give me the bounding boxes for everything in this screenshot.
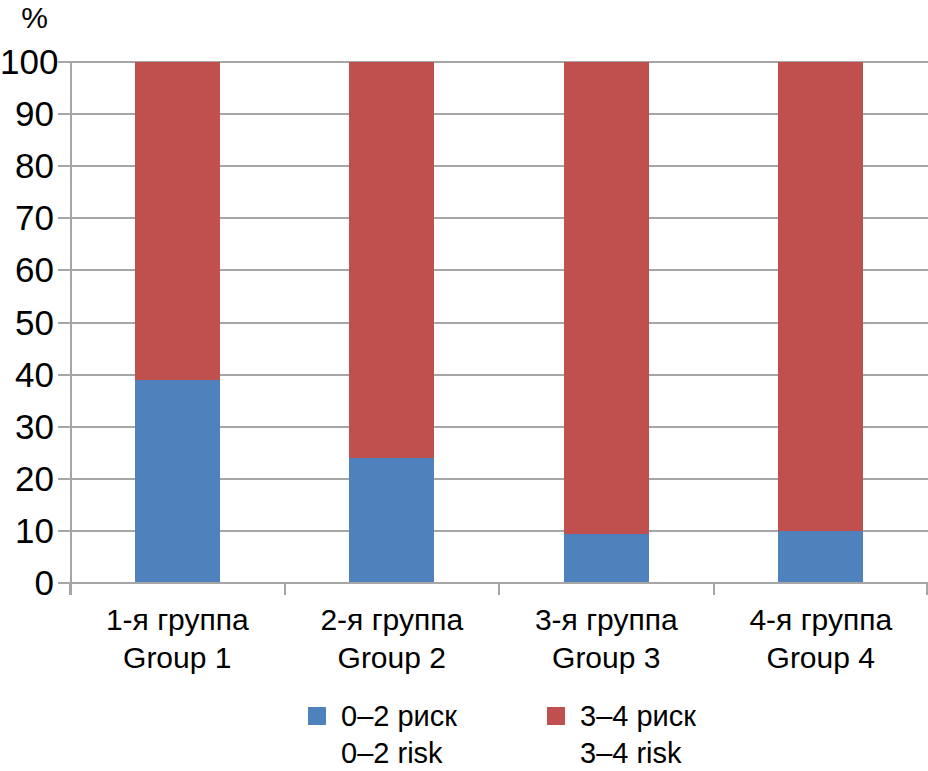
bar-group-1 [135, 62, 220, 583]
legend: 0–2 риск0–2 risk 3–4 риск3–4 risk [0, 698, 928, 771]
y-axis-tick-label: 80 [0, 148, 54, 184]
x-category-label-en: Group 1 [70, 639, 285, 677]
y-axis-tick-label: 10 [0, 513, 54, 549]
bar-group-3 [564, 62, 649, 583]
x-category-label-ru: 3-я группа [499, 601, 714, 639]
y-axis-tick-label: 30 [0, 409, 54, 445]
x-axis-tick-mark [284, 583, 286, 595]
x-category-label-en: Group 3 [499, 639, 714, 677]
bar-group-4 [778, 62, 863, 583]
legend-label-ru: 3–4 риск [580, 698, 696, 735]
y-axis-tick-label: 20 [0, 461, 54, 497]
legend-label: 3–4 риск3–4 risk [580, 698, 696, 771]
legend-swatch-icon [547, 707, 565, 725]
legend-item-3–4-risk: 3–4 риск3–4 risk [547, 698, 696, 771]
bar-segment-0–2-risk [778, 531, 863, 583]
x-category-label: 3-я группаGroup 3 [499, 601, 714, 677]
y-axis-tick-label: 70 [0, 200, 54, 236]
y-axis-tick-label: 60 [0, 252, 54, 288]
x-category-label: 4-я группаGroup 4 [714, 601, 928, 677]
legend-swatch-icon [308, 707, 326, 725]
x-axis-tick-mark [69, 583, 71, 595]
y-axis-tick-mark [58, 165, 70, 167]
bar-segment-0–2-risk [135, 380, 220, 583]
bar-segment-3–4-risk [564, 62, 649, 534]
stacked-bar-chart-figure: % 0102030405060708090100 1-я группаGroup… [0, 0, 928, 771]
x-category-label-ru: 1-я группа [70, 601, 285, 639]
y-axis-tick-mark [58, 478, 70, 480]
bar-segment-3–4-risk [778, 62, 863, 531]
x-axis-tick-mark [713, 583, 715, 595]
legend-label: 0–2 риск0–2 risk [341, 698, 457, 771]
y-axis-unit-label: % [0, 2, 48, 34]
y-axis-tick-label: 90 [0, 96, 54, 132]
y-axis-tick-mark [58, 374, 70, 376]
x-category-label-ru: 4-я группа [714, 601, 928, 639]
y-axis-tick-mark [58, 217, 70, 219]
bar-segment-0–2-risk [349, 458, 434, 583]
x-category-label-en: Group 2 [285, 639, 500, 677]
bar-segment-0–2-risk [564, 534, 649, 583]
y-axis-tick-mark [58, 426, 70, 428]
y-axis-line [70, 62, 72, 595]
bar-segment-3–4-risk [349, 62, 434, 458]
plot-area [70, 62, 928, 583]
x-category-label-en: Group 4 [714, 639, 928, 677]
legend-item-0–2-risk: 0–2 риск0–2 risk [308, 698, 457, 771]
y-axis-tick-mark [58, 61, 70, 63]
y-axis-tick-mark [58, 530, 70, 532]
legend-label-en: 0–2 risk [341, 735, 457, 771]
y-axis-tick-label: 100 [0, 44, 54, 80]
y-axis-tick-mark [58, 113, 70, 115]
y-axis-tick-label: 50 [0, 305, 54, 341]
y-axis-tick-label: 0 [0, 565, 54, 601]
bar-segment-3–4-risk [135, 62, 220, 380]
x-category-label: 2-я группаGroup 2 [285, 601, 500, 677]
x-axis-tick-mark [498, 583, 500, 595]
legend-label-en: 3–4 risk [580, 735, 696, 771]
y-axis-tick-label: 40 [0, 357, 54, 393]
y-axis-tick-mark [58, 269, 70, 271]
x-category-label: 1-я группаGroup 1 [70, 601, 285, 677]
bar-group-2 [349, 62, 434, 583]
y-axis-tick-mark [58, 322, 70, 324]
x-category-label-ru: 2-я группа [285, 601, 500, 639]
legend-label-ru: 0–2 риск [341, 698, 457, 735]
